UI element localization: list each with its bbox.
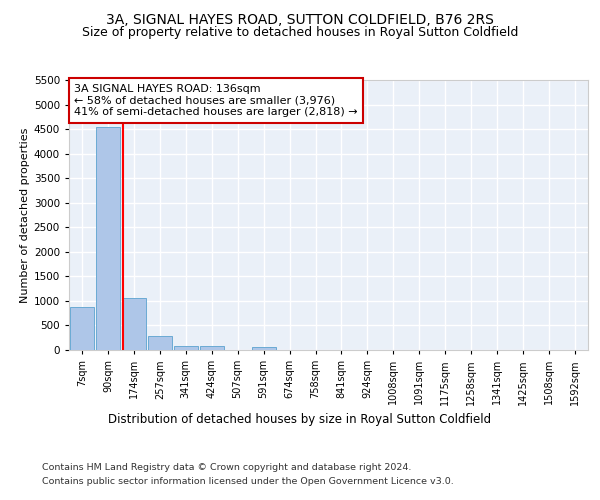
Bar: [70, 308, 94, 350]
Bar: [122, 298, 146, 350]
Bar: [251, 348, 275, 350]
Y-axis label: Number of detached properties: Number of detached properties: [20, 128, 29, 302]
Text: Distribution of detached houses by size in Royal Sutton Coldfield: Distribution of detached houses by size …: [109, 412, 491, 426]
Bar: [96, 126, 120, 350]
Text: Contains HM Land Registry data © Crown copyright and database right 2024.: Contains HM Land Registry data © Crown c…: [42, 462, 412, 471]
Text: 3A SIGNAL HAYES ROAD: 136sqm
← 58% of detached houses are smaller (3,976)
41% of: 3A SIGNAL HAYES ROAD: 136sqm ← 58% of de…: [74, 84, 358, 117]
Bar: [148, 336, 172, 350]
Text: 3A, SIGNAL HAYES ROAD, SUTTON COLDFIELD, B76 2RS: 3A, SIGNAL HAYES ROAD, SUTTON COLDFIELD,…: [106, 12, 494, 26]
Bar: [200, 346, 224, 350]
Bar: [174, 346, 198, 350]
Text: Size of property relative to detached houses in Royal Sutton Coldfield: Size of property relative to detached ho…: [82, 26, 518, 39]
Text: Contains public sector information licensed under the Open Government Licence v3: Contains public sector information licen…: [42, 478, 454, 486]
